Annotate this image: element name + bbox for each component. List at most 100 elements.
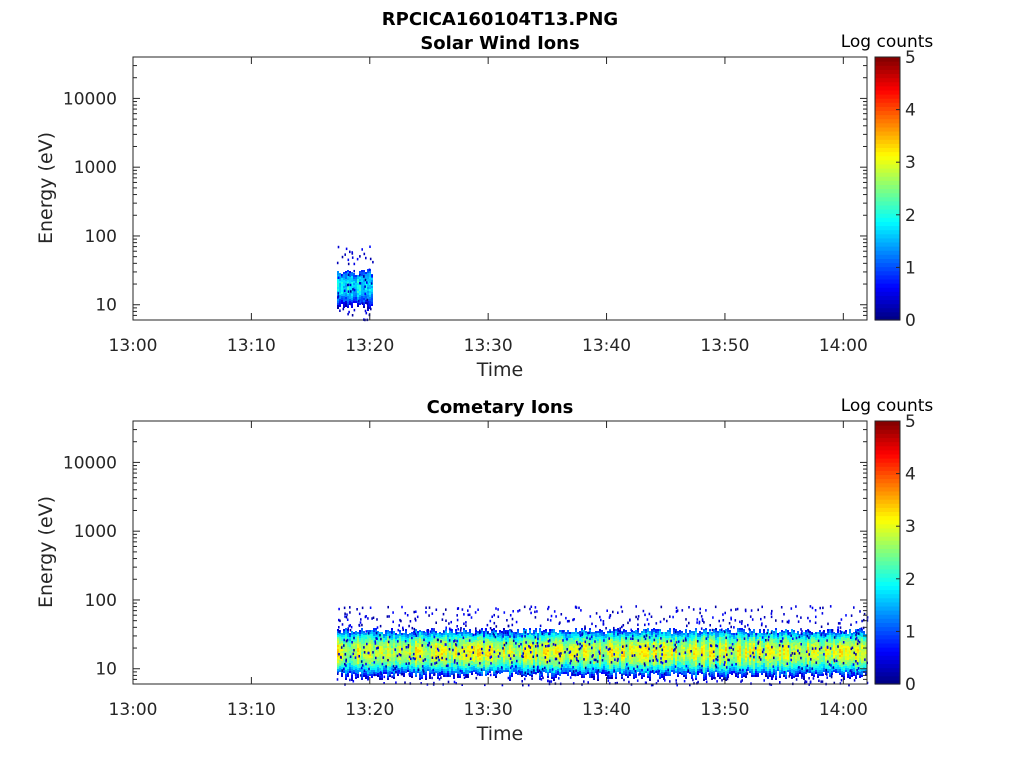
heatmap-cell: [359, 289, 361, 291]
heatmap-cell: [347, 292, 349, 294]
heatmap-cell: [487, 661, 489, 663]
heatmap-cell: [343, 289, 346, 292]
heatmap-cell: [563, 658, 565, 660]
heatmap-cell: [359, 652, 361, 654]
heatmap-cell: [349, 661, 351, 663]
heatmap-cell: [493, 672, 495, 674]
heatmap-cell: [373, 640, 375, 642]
heatmap-cell: [419, 640, 421, 642]
heatmap-cell: [359, 281, 361, 285]
heatmap-cell: [403, 667, 405, 669]
heatmap-cell: [625, 648, 627, 650]
heatmap-cell: [391, 658, 393, 660]
heatmap-cell: [651, 655, 653, 657]
heatmap-cell: [529, 654, 531, 656]
heatmap-cell: [429, 671, 431, 673]
heatmap-cell: [501, 643, 503, 645]
heatmap-cell: [337, 641, 339, 643]
heatmap-cell: [587, 664, 589, 666]
heatmap-cell: [463, 666, 465, 668]
heatmap-cell: [399, 658, 401, 660]
heatmap-cell: [467, 638, 469, 640]
heatmap-cell: [359, 287, 361, 289]
heatmap-cell: [363, 675, 365, 677]
heatmap-cell: [597, 633, 599, 635]
heatmap-cell: [359, 668, 361, 670]
heatmap-cell: [623, 661, 625, 663]
heatmap-cell: [631, 664, 633, 666]
heatmap-cell: [703, 667, 705, 669]
heatmap-cell: [571, 660, 573, 662]
heatmap-cell: [391, 646, 393, 648]
heatmap-cell: [611, 663, 613, 665]
heatmap-cell: [479, 672, 481, 674]
heatmap-cell: [439, 660, 441, 662]
heatmap-cell: [437, 659, 439, 661]
heatmap-cell: [381, 658, 383, 660]
heatmap-cell: [691, 667, 693, 669]
heatmap-cell: [441, 645, 443, 647]
heatmap-cell: [353, 285, 355, 287]
heatmap-cell: [381, 636, 383, 638]
heatmap-cell: [507, 630, 509, 632]
heatmap-cell: [575, 630, 577, 632]
heatmap-cell: [365, 649, 367, 651]
heatmap-cell: [705, 672, 707, 674]
heatmap-cell: [673, 664, 675, 666]
heatmap-cell: [633, 673, 635, 675]
heatmap-cell: [371, 302, 373, 304]
heatmap-cell: [355, 669, 357, 671]
heatmap-cell: [409, 647, 411, 649]
heatmap-cell: [447, 675, 449, 677]
heatmap-cell: [551, 663, 553, 665]
heatmap-cell: [485, 658, 487, 660]
heatmap-cell: [687, 641, 689, 643]
heatmap-cell: [395, 659, 397, 661]
heatmap-cell: [657, 655, 659, 657]
heatmap-cell: [445, 641, 447, 643]
heatmap-cell: [367, 646, 369, 648]
heatmap-cell: [465, 664, 467, 666]
heatmap-cell: [445, 633, 447, 635]
heatmap-cell: [389, 669, 391, 671]
heatmap-cell: [401, 659, 403, 661]
heatmap-cell: [493, 664, 495, 666]
heatmap-cell: [699, 635, 701, 637]
heatmap-cell: [357, 275, 359, 277]
heatmap-cell: [593, 644, 595, 646]
heatmap-cell: [539, 632, 541, 634]
heatmap-cell: [617, 666, 619, 668]
heatmap-cell: [575, 638, 577, 640]
heatmap-cell: [419, 674, 421, 676]
heatmap-cell: [447, 663, 449, 665]
heatmap-cell: [725, 647, 727, 649]
heatmap-cell: [371, 284, 373, 286]
heatmap-cell: [403, 647, 405, 649]
heatmap-cell: [509, 659, 511, 661]
heatmap-cell: [525, 655, 527, 657]
heatmap-cell: [385, 652, 387, 654]
heatmap-cell: [691, 645, 693, 647]
heatmap-cell: [393, 671, 395, 673]
heatmap-cell: [349, 647, 351, 649]
heatmap-cell: [551, 635, 553, 637]
heatmap-cell: [337, 271, 339, 273]
heatmap-cell: [725, 631, 727, 633]
heatmap-cell: [511, 663, 513, 665]
heatmap-cell: [703, 673, 705, 675]
heatmap-cell: [705, 628, 707, 630]
heatmap-cell: [545, 649, 547, 651]
heatmap-cell: [657, 643, 659, 645]
heatmap-cell: [635, 656, 637, 658]
heatmap-cell: [429, 647, 431, 649]
heatmap-cell: [721, 631, 723, 633]
heatmap-cell: [673, 658, 675, 660]
heatmap-cell: [473, 646, 475, 648]
heatmap-cell: [495, 650, 497, 652]
heatmap-cell: [357, 305, 359, 307]
heatmap-cell: [391, 642, 393, 644]
heatmap-cell: [441, 669, 443, 671]
heatmap-cell: [643, 669, 645, 671]
heatmap-cell: [441, 635, 443, 637]
heatmap-cell: [667, 648, 669, 650]
